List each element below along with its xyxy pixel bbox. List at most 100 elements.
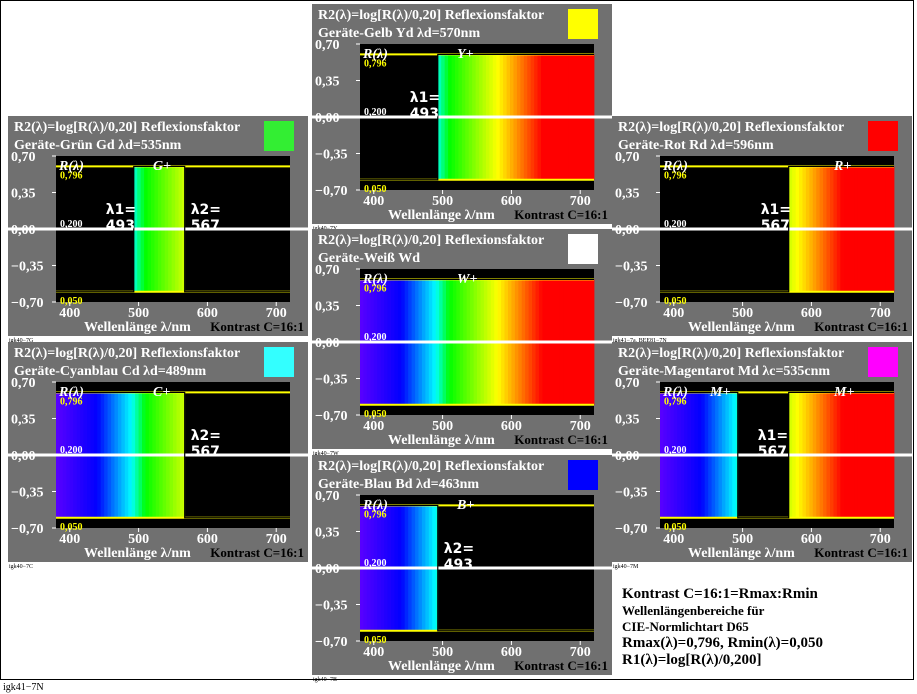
x-tick-label: 700 [570,419,591,434]
legend-line-4: Rmax(λ)=0,796, Rmin(λ)=0,050 [622,635,823,651]
contrast-label: Kontrast C=16:1 [514,432,608,447]
level-label: 0,796 [364,283,387,294]
x-tick-label: 400 [663,532,684,547]
wavelength-annotation-label: λ2= [444,541,474,557]
chart-svg-magenta: R2(λ)=log[R(λ)/0,20] Reflexionsfaktor Ger… [612,342,912,570]
y-tick-label: 0,35 [615,187,640,202]
x-tick-label: 600 [801,532,822,547]
chart-title: R2(λ)=log[R(λ)/0,20] Reflexionsfaktor [618,120,844,135]
data-curve [56,391,290,519]
chart-svg-green: R2(λ)=log[R(λ)/0,20] Reflexionsfaktor Ger… [8,116,308,344]
color-swatch [868,121,898,151]
level-label: 0,050 [364,409,387,420]
legend-line-1: Kontrast C=16:1=Rmax:Rmin [622,586,818,602]
panel-magenta: R2(λ)=log[R(λ)/0,20] Reflexionsfaktor Ger… [612,342,912,570]
y-tick-label: 0,35 [315,75,340,90]
chart-svg-blue: R2(λ)=log[R(λ)/0,20] Reflexionsfaktor Ger… [312,455,612,683]
level-label: 0,050 [364,184,387,195]
curve-label: Y+ [457,47,474,62]
x-axis-label: Wellenlänge λ/nm [688,320,795,335]
y-tick-label: 0,70 [315,489,340,504]
panel-code: igk40−7C [9,564,33,570]
chart-svg-cyan: R2(λ)=log[R(λ)/0,20] Reflexionsfaktor Ger… [8,342,308,570]
y-tick-label: 0,35 [315,300,340,315]
x-tick-label: 700 [266,306,287,321]
curve-label: W+ [457,272,477,287]
curve-axis-label: R(λ) [362,272,388,287]
level-label: 0,050 [664,296,687,307]
level-label: 0,796 [664,396,687,407]
wavelength-annotation-label: λ1= [761,202,791,218]
curve-label-2: M+ [833,385,854,400]
x-tick-label: 500 [732,306,753,321]
y-tick-label: 0,70 [11,376,36,391]
curve-label: B+ [456,498,474,513]
panel-cyan: R2(λ)=log[R(λ)/0,20] Reflexionsfaktor Ger… [8,342,308,570]
x-axis-label: Wellenlänge λ/nm [388,433,495,448]
panel-red: R2(λ)=log[R(λ)/0,20] Reflexionsfaktor Ger… [612,116,912,344]
y-tick-label: 0,00 [615,449,640,464]
wavelength-annotation-value: 567 [761,218,790,234]
x-tick-label: 500 [128,532,149,547]
wavelength-annotation-label: λ1= [410,90,440,106]
contrast-label: Kontrast C=16:1 [814,319,908,334]
y-tick-label: −0,70 [315,635,347,650]
level-label: 0,200 [60,219,83,230]
x-tick-label: 700 [570,194,591,209]
panel-green: R2(λ)=log[R(λ)/0,20] Reflexionsfaktor Ger… [8,116,308,344]
level-label: 0,796 [364,58,387,69]
level-label: 0,050 [664,522,687,533]
y-tick-label: −0,35 [615,260,647,275]
color-swatch [868,347,898,377]
color-swatch [568,234,598,264]
x-axis-label: Wellenlänge λ/nm [388,208,495,223]
level-label: 0,200 [364,107,387,118]
curve-label: M+ [709,385,730,400]
x-tick-label: 400 [59,306,80,321]
chart-subtitle: Geräte-Cyanblau Cd λd=489nm [14,364,207,379]
chart-subtitle: Geräte-Weiß Wd [318,251,420,266]
contrast-label: Kontrast C=16:1 [514,658,608,673]
wavelength-annotation-value: 567 [758,444,787,460]
x-tick-label: 500 [432,419,453,434]
curve-label: G+ [153,159,171,174]
x-tick-label: 700 [870,306,891,321]
y-tick-label: −0,35 [11,260,43,275]
x-tick-label: 500 [732,532,753,547]
x-axis-label: Wellenlänge λ/nm [84,320,191,335]
chart-subtitle: Geräte-Magentarot Md λc=535cnm [618,364,830,379]
color-swatch [568,460,598,490]
level-label: 0,050 [60,296,83,307]
level-label: 0,796 [364,509,387,520]
x-tick-label: 400 [363,194,384,209]
wavelength-annotation-label: λ1= [758,428,788,444]
chart-subtitle: Geräte-Rot Rd λd=596nm [618,138,774,153]
x-axis-label: Wellenlänge λ/nm [84,546,191,561]
chart-subtitle: Geräte-Gelb Yd λd=570nm [318,26,480,41]
x-axis-label: Wellenlänge λ/nm [388,659,495,674]
y-tick-label: 0,00 [11,223,36,238]
wavelength-annotation-value: 567 [191,444,220,460]
contrast-label: Kontrast C=16:1 [210,319,304,334]
y-tick-label: −0,35 [315,599,347,614]
panel-code: igk40−7W [313,451,339,457]
panel-code: igk40−7B [313,677,337,683]
x-tick-label: 600 [801,306,822,321]
x-tick-label: 700 [570,645,591,660]
y-tick-label: 0,00 [11,449,36,464]
level-label: 0,796 [664,170,687,181]
figure-code: igk41−7N [3,682,44,693]
panel-white: R2(λ)=log[R(λ)/0,20] Reflexionsfaktor Ger… [312,229,612,457]
x-tick-label: 600 [501,419,522,434]
y-tick-label: 0,35 [615,413,640,428]
legend-text: Kontrast C=16:1=Rmax:Rmin Wellenlängenbe… [622,586,912,669]
y-tick-label: −0,70 [11,296,43,311]
x-tick-label: 400 [363,419,384,434]
y-tick-label: 0,70 [615,376,640,391]
x-tick-label: 400 [59,532,80,547]
chart-title: R2(λ)=log[R(λ)/0,20] Reflexionsfaktor [318,8,544,23]
x-tick-label: 600 [501,194,522,209]
y-tick-label: 0,35 [11,187,36,202]
x-tick-label: 700 [266,532,287,547]
chart-title: R2(λ)=log[R(λ)/0,20] Reflexionsfaktor [14,346,240,361]
